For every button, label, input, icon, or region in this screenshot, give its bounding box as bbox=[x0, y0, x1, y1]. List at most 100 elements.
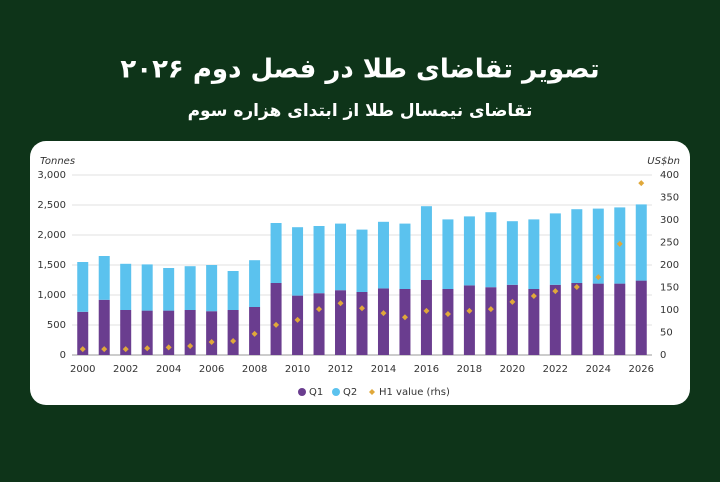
bar-segment bbox=[77, 311, 89, 355]
bar-segment bbox=[227, 271, 239, 310]
x-tick-label: 2022 bbox=[543, 364, 568, 375]
bar-segment bbox=[313, 293, 325, 355]
marker bbox=[79, 346, 86, 353]
bar-segment bbox=[141, 264, 153, 311]
y2-tick-label: 150 bbox=[660, 283, 679, 294]
bar-segment bbox=[206, 311, 218, 355]
bar-segment bbox=[249, 260, 261, 307]
bar-segment bbox=[549, 213, 561, 285]
marker bbox=[316, 306, 323, 313]
x-tick-label: 2020 bbox=[500, 364, 525, 375]
bar-segment bbox=[356, 292, 368, 355]
bar-segment bbox=[420, 206, 432, 280]
marker bbox=[423, 307, 430, 314]
bar-segment bbox=[377, 288, 389, 355]
marker bbox=[230, 338, 237, 345]
marker bbox=[444, 311, 451, 318]
marker bbox=[337, 300, 344, 307]
y-tick-label: 1,000 bbox=[37, 290, 66, 301]
bar-segment bbox=[184, 310, 196, 355]
y2-tick-label: 250 bbox=[660, 238, 679, 249]
y2-tick-label: 200 bbox=[660, 260, 679, 271]
bar-segment bbox=[442, 219, 454, 289]
x-tick-label: 2008 bbox=[242, 364, 267, 375]
legend-marker bbox=[332, 388, 340, 396]
legend-label: H1 value (rhs) bbox=[379, 387, 450, 398]
y2-tick-label: 350 bbox=[660, 193, 679, 204]
bar-segment bbox=[635, 204, 647, 281]
bar-segment bbox=[420, 280, 432, 355]
bar-segment bbox=[227, 310, 239, 355]
marker bbox=[380, 310, 387, 317]
bar-segment bbox=[592, 283, 604, 355]
marker bbox=[122, 346, 129, 353]
marker bbox=[208, 338, 215, 345]
y2-axis-label: US$bn bbox=[647, 156, 680, 167]
y-tick-label: 1,500 bbox=[37, 260, 66, 271]
marker bbox=[165, 344, 172, 351]
bar-segment bbox=[399, 223, 411, 289]
bar-segment bbox=[98, 299, 110, 355]
bar-segment bbox=[377, 221, 389, 289]
legend-label: Q2 bbox=[343, 387, 357, 398]
marker bbox=[101, 346, 108, 353]
bar-segment bbox=[335, 223, 347, 291]
x-tick-label: 2014 bbox=[371, 364, 396, 375]
bar-segment bbox=[335, 290, 347, 355]
bar-segment bbox=[399, 289, 411, 355]
y-tick-label: 3,000 bbox=[37, 170, 66, 181]
bar-segment bbox=[463, 216, 475, 286]
x-tick-label: 2012 bbox=[328, 364, 353, 375]
y-tick-label: 2,000 bbox=[37, 230, 66, 241]
bar-segment bbox=[184, 266, 196, 310]
bar-segment bbox=[270, 223, 282, 283]
marker bbox=[616, 240, 623, 247]
bar-segment bbox=[528, 219, 540, 289]
y-tick-label: 500 bbox=[47, 320, 66, 331]
marker bbox=[573, 284, 580, 291]
bar-segment bbox=[485, 212, 497, 288]
bar-segment bbox=[292, 295, 304, 355]
x-tick-label: 2004 bbox=[156, 364, 181, 375]
y2-tick-label: 0 bbox=[660, 350, 666, 361]
x-tick-label: 2002 bbox=[113, 364, 138, 375]
x-tick-label: 2006 bbox=[199, 364, 224, 375]
bar-segment bbox=[120, 310, 132, 355]
y-tick-label: 2,500 bbox=[37, 200, 66, 211]
marker bbox=[294, 316, 301, 323]
bar-segment bbox=[463, 285, 475, 355]
marker bbox=[509, 298, 516, 305]
y2-tick-label: 300 bbox=[660, 215, 679, 226]
bar-segment bbox=[141, 310, 153, 355]
x-tick-label: 2016 bbox=[414, 364, 439, 375]
x-tick-label: 2000 bbox=[70, 364, 95, 375]
legend-marker bbox=[369, 389, 375, 395]
bar-segment bbox=[120, 263, 132, 310]
legend-marker bbox=[298, 388, 306, 396]
marker bbox=[401, 314, 408, 321]
bar-segment bbox=[571, 209, 583, 283]
x-tick-label: 2026 bbox=[629, 364, 654, 375]
bar-segment bbox=[592, 208, 604, 284]
bar-segment bbox=[614, 283, 626, 355]
marker bbox=[638, 180, 645, 187]
marker bbox=[251, 330, 258, 337]
bar-segment bbox=[506, 284, 518, 355]
chart-subtitle: تقاضای نیمسال طلا از ابتدای هزاره سوم bbox=[188, 101, 533, 121]
bar-segment bbox=[77, 262, 89, 312]
bar-segment bbox=[528, 289, 540, 355]
bar-segment bbox=[506, 221, 518, 285]
bar-segment bbox=[549, 284, 561, 355]
bar-segment bbox=[313, 226, 325, 294]
bar-segment bbox=[163, 310, 175, 355]
bar-segment bbox=[163, 268, 175, 311]
marker bbox=[530, 293, 537, 300]
bar-segment bbox=[98, 256, 110, 300]
bar-segment bbox=[206, 265, 218, 312]
marker bbox=[273, 321, 280, 328]
marker bbox=[187, 343, 194, 349]
legend-label: Q1 bbox=[309, 387, 323, 398]
y2-tick-label: 100 bbox=[660, 305, 679, 316]
x-tick-label: 2018 bbox=[457, 364, 482, 375]
